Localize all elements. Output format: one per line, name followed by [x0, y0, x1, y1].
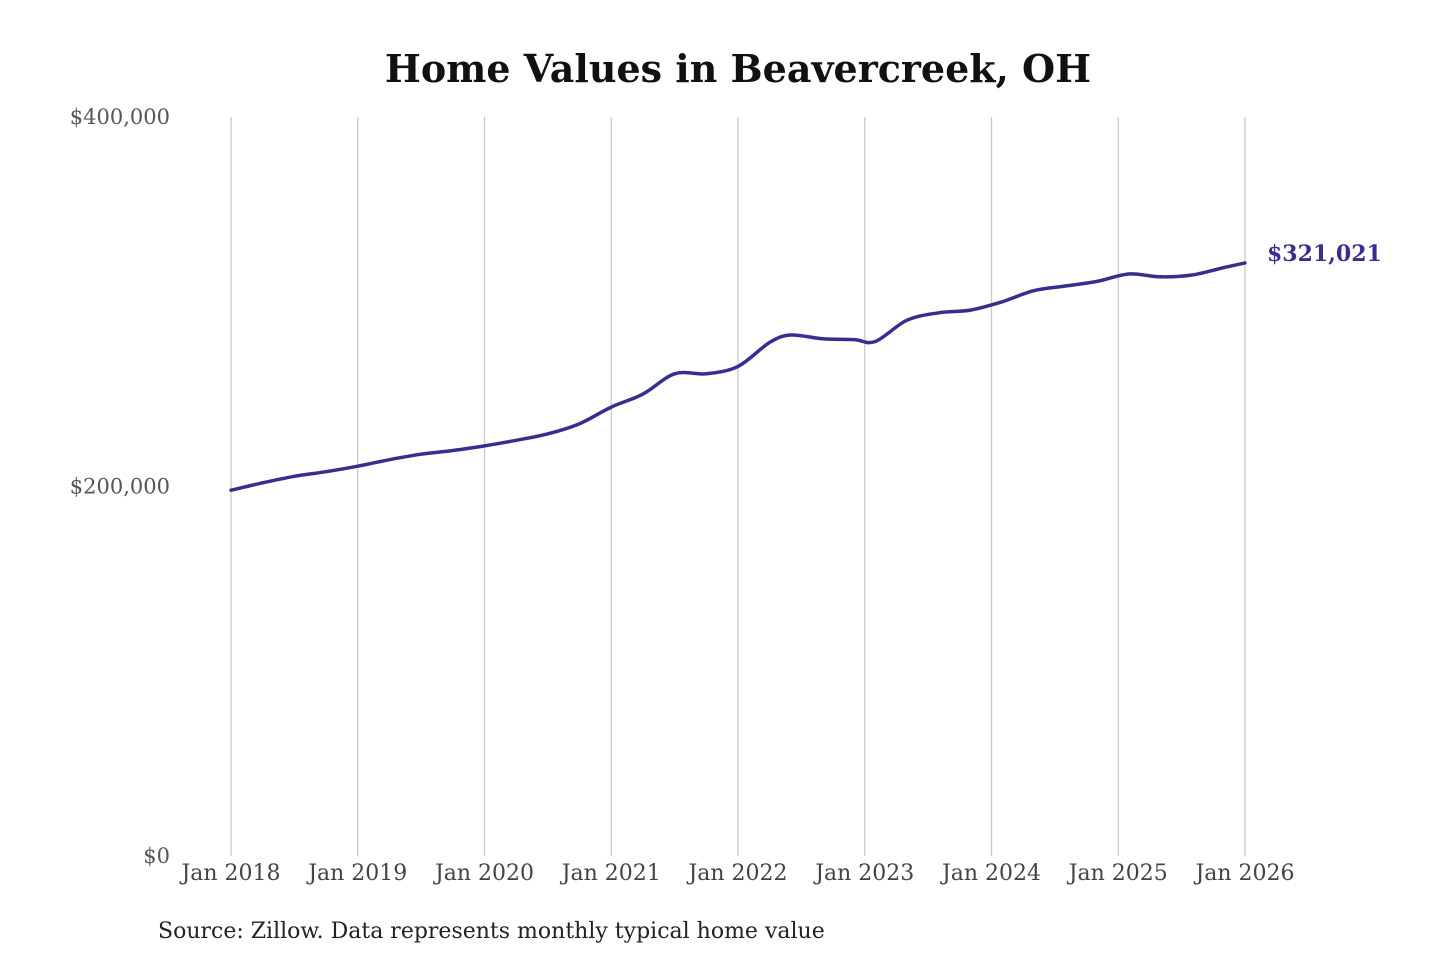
x-tick-label: Jan 2020 [433, 861, 534, 886]
x-tick-label: Jan 2023 [813, 861, 914, 886]
x-tick-label: Jan 2022 [686, 861, 787, 886]
y-tick-label: $0 [143, 844, 170, 868]
x-tick-label: Jan 2019 [306, 861, 407, 886]
x-axis-tick-labels: Jan 2018 Jan 2019 Jan 2020 Jan 2021 Jan 2022… [179, 861, 1294, 886]
x-tick-label: Jan 2026 [1193, 861, 1294, 886]
y-tick-label: $400,000 [70, 105, 170, 129]
chart-title: Home Values in Beavercreek, OH [385, 46, 1091, 91]
x-tick-label: Jan 2021 [560, 861, 661, 886]
series-layer: $321,021 [229, 241, 1382, 492]
end-value-label: $321,021 [1267, 241, 1382, 267]
x-tick-label: Jan 2018 [179, 861, 280, 886]
y-axis-tick-labels: $0 $200,000 $400,000 [70, 105, 170, 868]
gridlines [230, 117, 1246, 856]
home-value-line [229, 261, 1247, 492]
x-tick-label: Jan 2025 [1067, 861, 1168, 886]
source-note: Source: Zillow. Data represents monthly … [158, 919, 825, 944]
x-tick-label: Jan 2024 [940, 861, 1041, 886]
y-tick-label: $200,000 [70, 475, 170, 499]
